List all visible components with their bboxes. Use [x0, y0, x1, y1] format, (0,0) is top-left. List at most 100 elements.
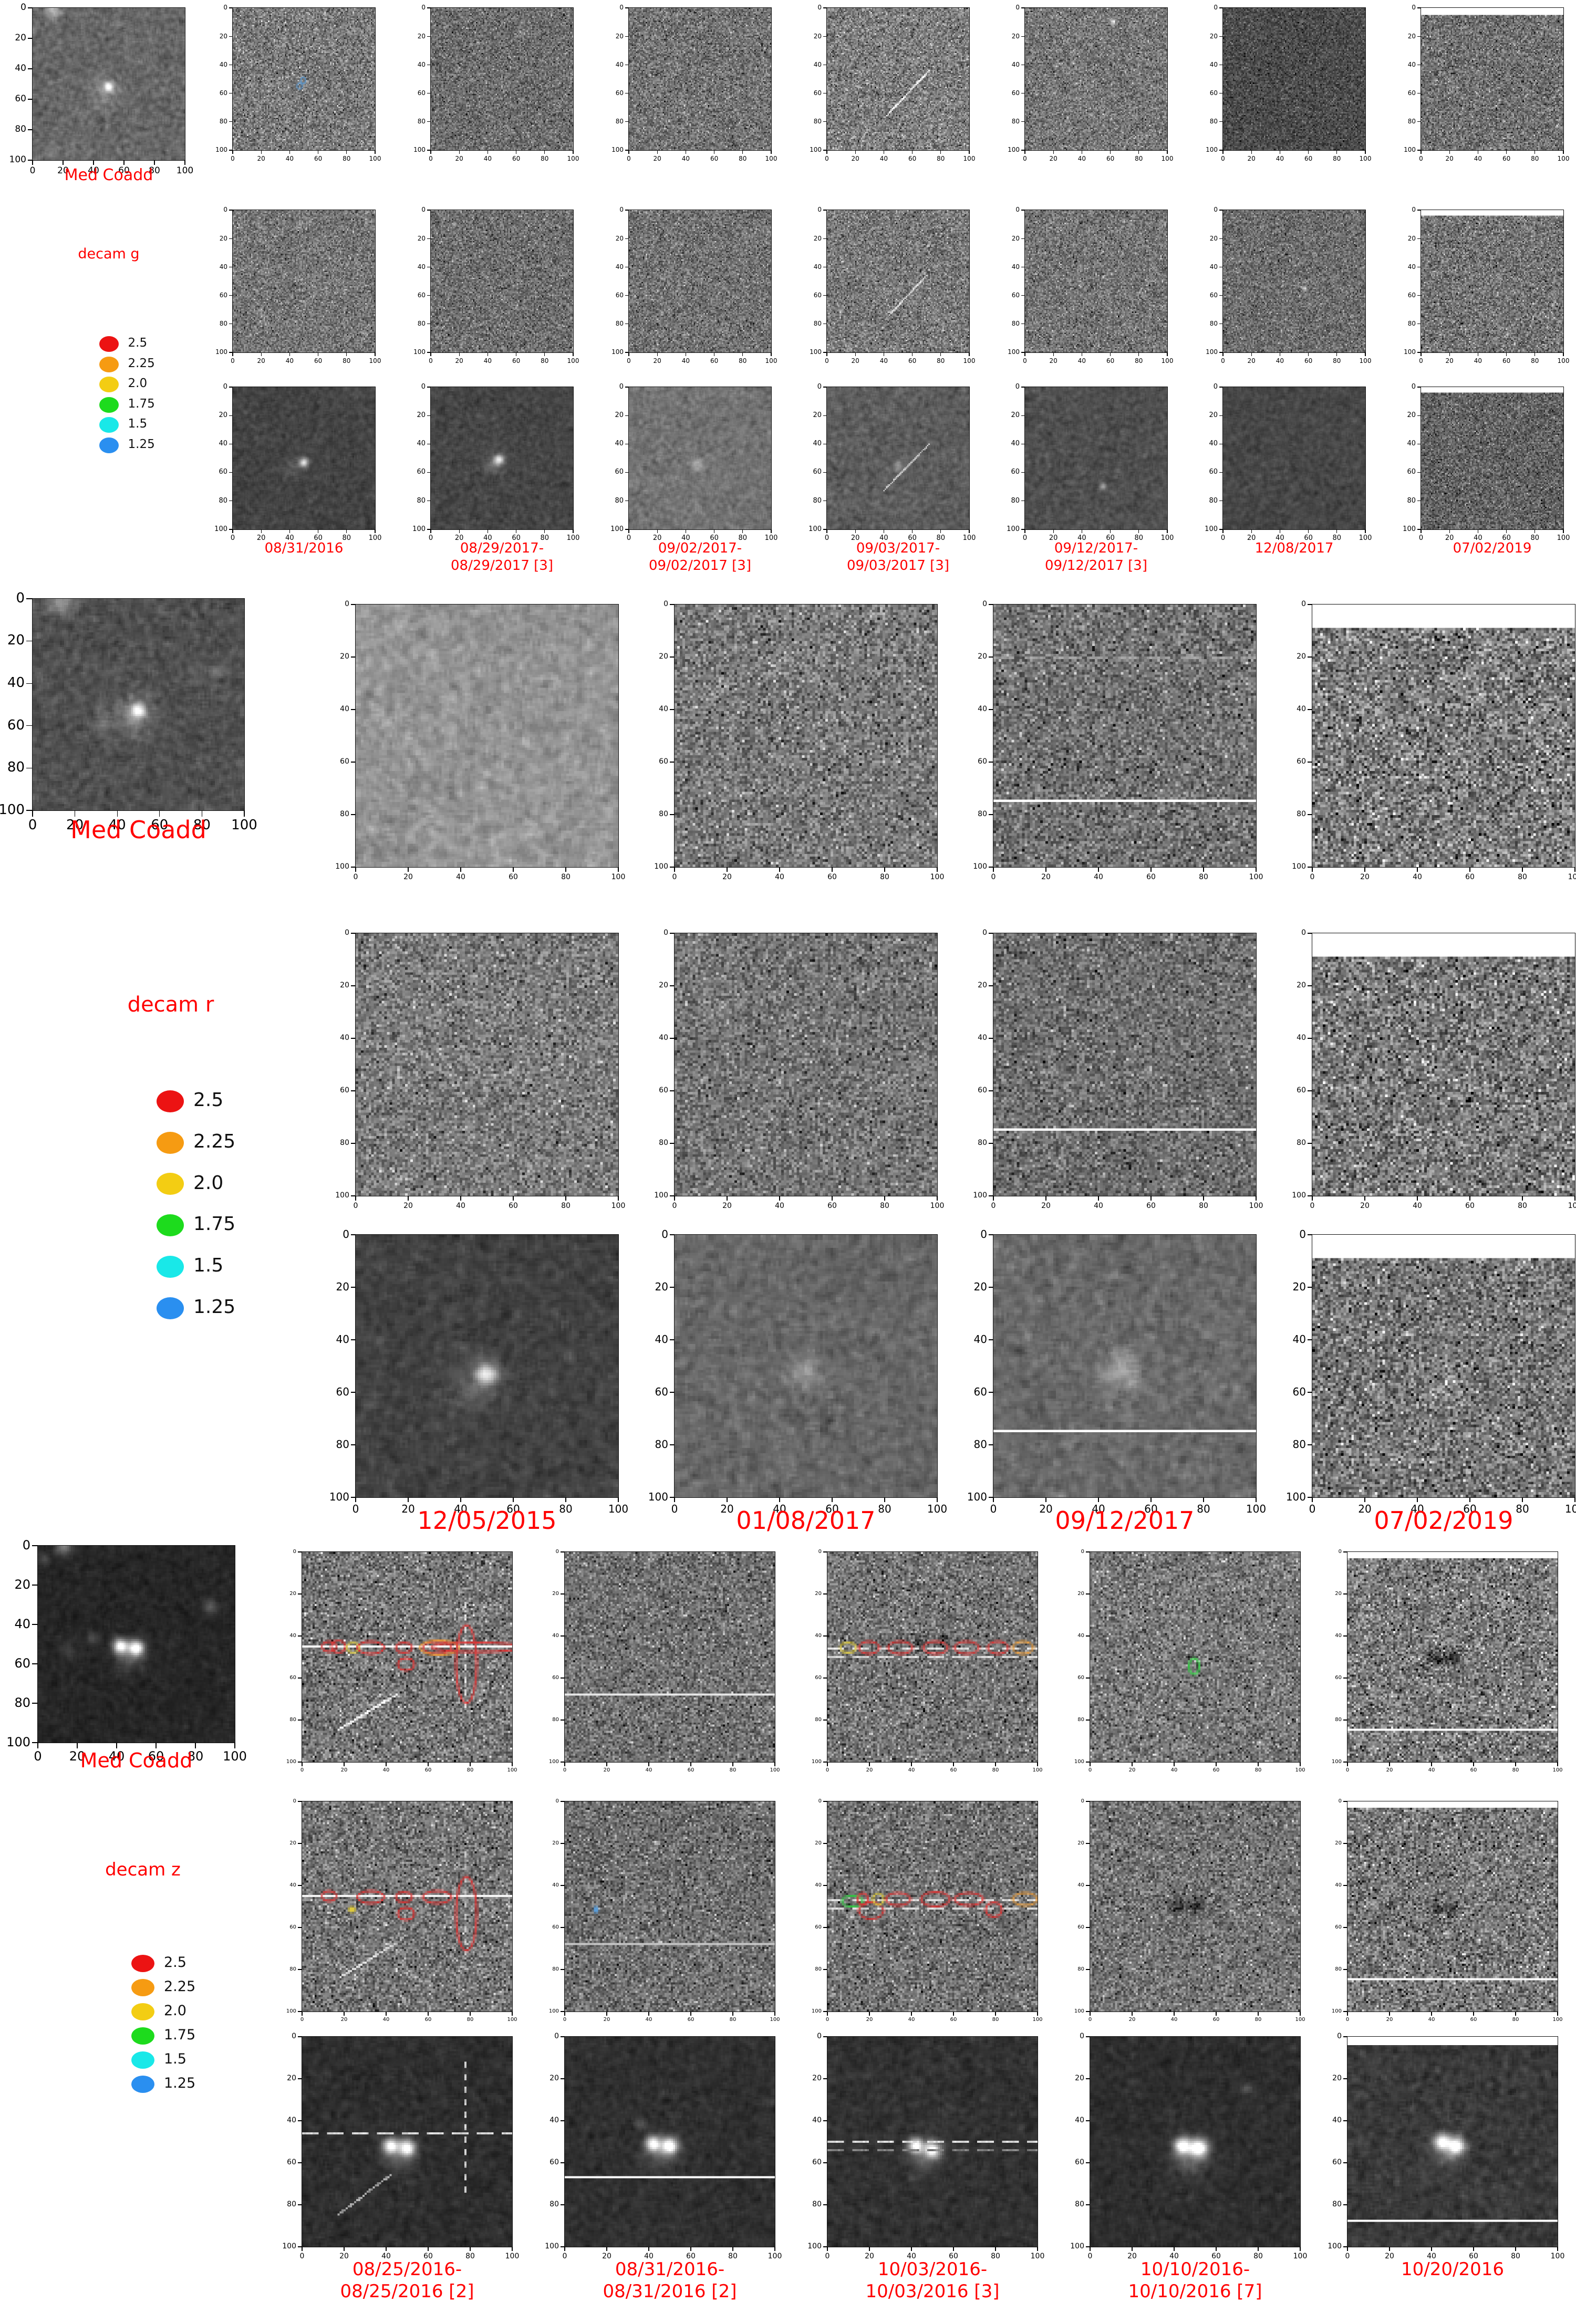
- cutout-image: [1024, 7, 1168, 151]
- legend-value: 2.5: [193, 1089, 224, 1111]
- date-label-line: 12/05/2015: [417, 1506, 557, 1535]
- date-label-line: 01/08/2017: [736, 1506, 876, 1535]
- y-axis-tick: [298, 2078, 302, 2079]
- cutout-panel: 0 0 20 20 40 40 60 60 80 80 100 100: [808, 383, 976, 541]
- x-axis-tick-label: 20: [257, 155, 265, 162]
- x-axis-tick-label: 40: [1169, 2252, 1179, 2260]
- y-axis-tick-label: 80: [813, 118, 822, 126]
- x-axis-tick-label: 0: [991, 1202, 996, 1210]
- x-axis-tick-label: 0: [990, 1503, 997, 1515]
- y-axis-tick: [298, 2120, 302, 2121]
- y-axis-tick-label: 100: [1007, 525, 1020, 533]
- y-axis-tick-label: 100: [545, 2242, 559, 2251]
- y-axis-tick-label: 100: [610, 525, 624, 533]
- x-axis-tick-label: 80: [149, 165, 160, 176]
- cutout-panel: 0 0 20 20 40 40 60 60 80 80 100 100: [973, 929, 1263, 1210]
- x-axis-tick: [261, 352, 262, 356]
- x-axis-tick-label: 100: [1161, 155, 1174, 162]
- x-axis-tick: [544, 529, 545, 533]
- y-axis-tick-label: 80: [659, 810, 668, 819]
- y-axis-tick: [989, 604, 993, 605]
- x-axis-tick-label: 40: [1276, 155, 1284, 162]
- y-axis-tick: [625, 295, 629, 296]
- x-axis-tick-label: 20: [652, 534, 662, 542]
- x-axis-tick-label: 60: [512, 357, 521, 364]
- y-axis-tick-label: 60: [1407, 89, 1416, 97]
- x-axis-tick: [1469, 867, 1470, 872]
- x-axis-tick: [826, 529, 827, 533]
- y-axis-tick-label: 0: [345, 600, 349, 609]
- x-axis-tick: [1574, 1497, 1575, 1502]
- x-axis-tick-label: 20: [866, 1767, 873, 1773]
- x-axis-tick-label: 20: [722, 873, 732, 881]
- x-axis-tick: [355, 1497, 356, 1502]
- y-axis-tick: [989, 1339, 993, 1340]
- x-axis-tick-label: 40: [1428, 2017, 1435, 2023]
- x-axis-tick-label: 100: [930, 1202, 945, 1210]
- x-axis-tick-label: 20: [653, 155, 661, 162]
- y-axis-tick-label: 0: [345, 929, 349, 937]
- x-axis-tick-label: 40: [456, 873, 465, 881]
- legend-value: 1.25: [193, 1296, 236, 1318]
- x-axis-tick: [1364, 1497, 1365, 1502]
- x-axis-tick: [912, 150, 913, 154]
- x-axis-tick: [1364, 1196, 1365, 1201]
- x-axis-tick-label: 100: [768, 2252, 782, 2260]
- y-axis-tick: [351, 709, 356, 710]
- y-axis-tick: [26, 598, 33, 599]
- y-axis-tick-label: 40: [1407, 263, 1416, 270]
- y-axis-tick: [823, 2162, 827, 2163]
- y-axis-tick-label: 60: [552, 1924, 559, 1930]
- y-axis-tick-label: 100: [1070, 2242, 1084, 2251]
- date-label: 10/10/2016- 10/10/2016 [7]: [1032, 2258, 1358, 2302]
- y-axis-tick-label: 100: [973, 1191, 987, 1200]
- cutout-image: [628, 387, 772, 530]
- y-axis-tick: [1343, 1677, 1347, 1679]
- x-axis-tick-label: 0: [562, 2252, 567, 2260]
- cutout-image: [232, 7, 376, 151]
- x-axis-tick-label: 60: [908, 155, 917, 162]
- y-axis-tick-label: 20: [7, 632, 25, 649]
- y-axis-tick: [1219, 238, 1223, 239]
- x-axis-tick-label: 20: [1247, 357, 1256, 364]
- x-axis-tick-label: 0: [825, 357, 829, 364]
- x-axis-tick-label: 100: [1359, 534, 1372, 542]
- cutout-image: [355, 604, 619, 868]
- x-axis-tick: [1203, 867, 1204, 872]
- x-axis-tick-label: 60: [1502, 357, 1511, 364]
- cutout-panel: 0 0 20 20 40 40 60 60 80 80 100 100: [1404, 206, 1569, 364]
- y-axis-tick: [351, 1444, 356, 1445]
- x-axis-tick-label: 40: [382, 2017, 390, 2023]
- y-axis-tick-label: 40: [1297, 1034, 1306, 1043]
- x-axis-tick-label: 20: [1385, 2252, 1394, 2260]
- y-axis-tick-label: 80: [655, 1438, 668, 1451]
- x-axis-tick-label: 100: [566, 534, 580, 542]
- y-axis-tick-label: 40: [417, 263, 426, 270]
- x-axis-tick: [1506, 150, 1507, 154]
- cutout-panel: 0 0 20 20 40 40 60 60 80 80 100 100: [1332, 1798, 1563, 2023]
- legend-marker-icon: [157, 1255, 184, 1278]
- x-axis-tick-label: 0: [300, 1767, 304, 1773]
- cutout-image: [1222, 210, 1366, 353]
- x-axis-tick: [606, 2247, 607, 2251]
- y-axis-tick-label: 0: [1299, 1228, 1306, 1241]
- x-axis-tick-label: 20: [340, 2017, 348, 2023]
- x-axis-tick-label: 80: [561, 873, 571, 881]
- x-axis-tick-label: 80: [193, 817, 211, 833]
- x-axis-tick-label: 80: [729, 2017, 737, 2023]
- x-axis-tick-label: 80: [1516, 1503, 1529, 1515]
- x-axis-tick: [1138, 352, 1139, 356]
- y-axis-tick-label: 20: [1407, 32, 1416, 40]
- x-axis-tick-label: 60: [314, 357, 323, 364]
- x-axis-tick: [628, 352, 629, 356]
- y-axis-tick-label: 80: [615, 118, 624, 126]
- y-axis-tick: [1308, 1090, 1312, 1091]
- x-axis-tick-label: 40: [907, 2252, 916, 2260]
- x-axis-tick-label: 100: [1552, 2017, 1563, 2023]
- date-label: 09/02/2017- 09/02/2017 [3]: [571, 540, 829, 575]
- y-axis-tick: [561, 2162, 565, 2163]
- y-axis-tick-label: 0: [223, 382, 227, 391]
- y-axis-tick-label: 40: [15, 62, 26, 74]
- x-axis-tick-label: 0: [1345, 2017, 1350, 2023]
- cutout-image: [1312, 604, 1575, 868]
